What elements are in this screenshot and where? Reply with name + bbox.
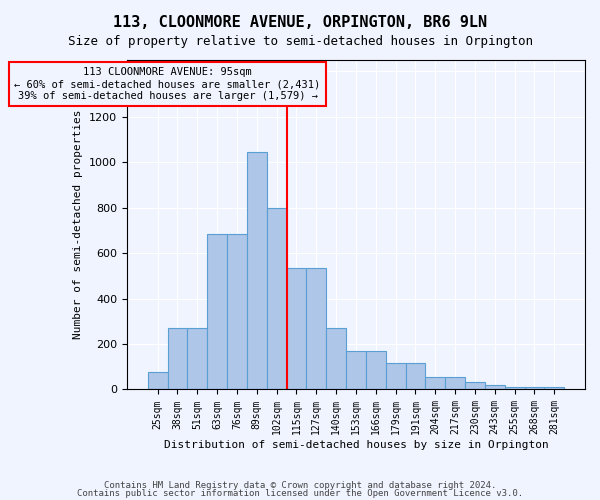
Bar bbox=[386, 364, 406, 390]
Bar bbox=[307, 268, 326, 390]
X-axis label: Distribution of semi-detached houses by size in Orpington: Distribution of semi-detached houses by … bbox=[164, 440, 548, 450]
Bar bbox=[148, 372, 167, 390]
Text: Size of property relative to semi-detached houses in Orpington: Size of property relative to semi-detach… bbox=[67, 35, 533, 48]
Text: Contains public sector information licensed under the Open Government Licence v3: Contains public sector information licen… bbox=[77, 488, 523, 498]
Bar bbox=[406, 364, 425, 390]
Bar bbox=[524, 387, 544, 390]
Bar bbox=[346, 351, 366, 390]
Bar bbox=[247, 152, 266, 390]
Bar bbox=[425, 377, 445, 390]
Bar bbox=[544, 387, 564, 390]
Bar bbox=[485, 385, 505, 390]
Text: 113, CLOONMORE AVENUE, ORPINGTON, BR6 9LN: 113, CLOONMORE AVENUE, ORPINGTON, BR6 9L… bbox=[113, 15, 487, 30]
Text: 113 CLOONMORE AVENUE: 95sqm
← 60% of semi-detached houses are smaller (2,431)
39: 113 CLOONMORE AVENUE: 95sqm ← 60% of sem… bbox=[14, 68, 320, 100]
Bar bbox=[266, 208, 287, 390]
Bar bbox=[505, 387, 524, 390]
Bar bbox=[227, 234, 247, 390]
Bar bbox=[207, 234, 227, 390]
Bar bbox=[326, 328, 346, 390]
Bar bbox=[366, 351, 386, 390]
Bar bbox=[445, 377, 465, 390]
Bar bbox=[167, 328, 187, 390]
Text: Contains HM Land Registry data © Crown copyright and database right 2024.: Contains HM Land Registry data © Crown c… bbox=[104, 481, 496, 490]
Bar bbox=[187, 328, 207, 390]
Bar bbox=[465, 382, 485, 390]
Bar bbox=[287, 268, 307, 390]
Y-axis label: Number of semi-detached properties: Number of semi-detached properties bbox=[73, 110, 83, 340]
